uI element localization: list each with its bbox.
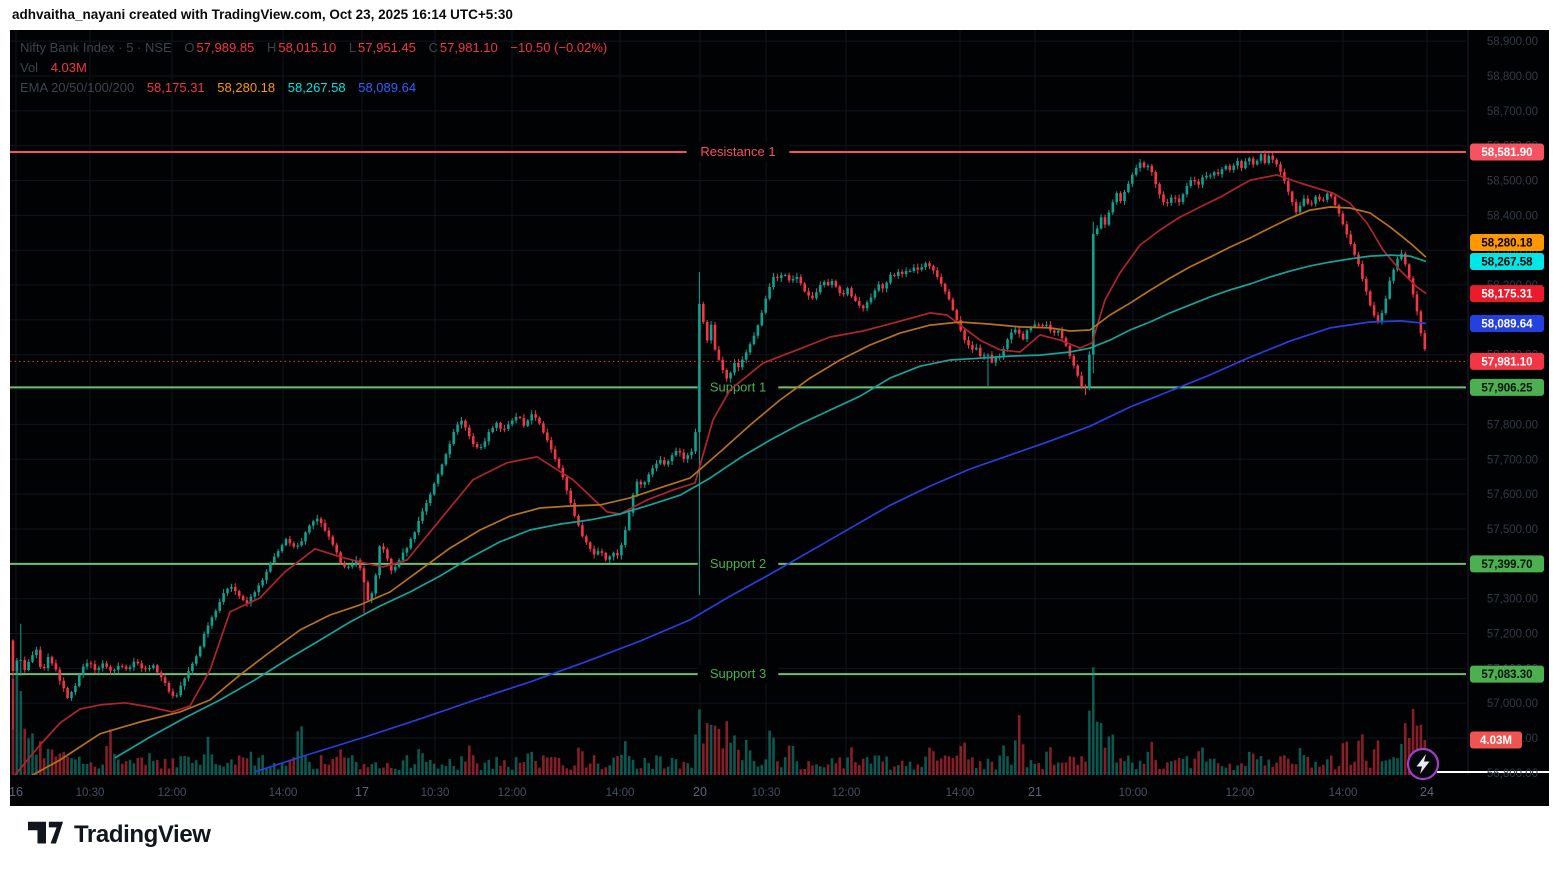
axis-badge bbox=[1470, 352, 1544, 370]
time-tick-label: 12:00 bbox=[832, 787, 861, 799]
axis-badge-label: 57,399.70 bbox=[1481, 559, 1532, 571]
axis-badge bbox=[1470, 731, 1522, 749]
ohlc-close-label: C bbox=[428, 40, 438, 55]
overlays bbox=[10, 30, 1549, 781]
time-tick-label: 14:00 bbox=[269, 787, 298, 799]
ohlc-high-label: H bbox=[266, 40, 277, 55]
axis-badge-label: 58,267.58 bbox=[1481, 257, 1533, 269]
price-tick-label: 58,400.00 bbox=[1487, 210, 1538, 222]
time-tick-label: 21 bbox=[1028, 785, 1042, 799]
price-tick-label: 58,700.00 bbox=[1487, 106, 1538, 118]
axis-badge bbox=[1470, 143, 1544, 161]
axis-badge bbox=[1470, 285, 1544, 303]
legend-row-volume: Vol 4.03M bbox=[20, 58, 607, 78]
price-tick-label: 57,200.00 bbox=[1487, 628, 1538, 640]
ema-lines bbox=[14, 174, 1427, 775]
time-tick-label: 20 bbox=[693, 785, 707, 799]
lightning-icon bbox=[1416, 754, 1430, 774]
ema-line-100 bbox=[114, 254, 1427, 759]
time-tick-label: 14:00 bbox=[1329, 787, 1358, 799]
axis-badge-label: 58,581.90 bbox=[1481, 147, 1532, 159]
legend-row-ema: EMA 20/50/100/200 58,175.31 58,280.18 58… bbox=[20, 78, 607, 98]
axis-badge-label: 58,280.18 bbox=[1481, 238, 1533, 250]
axis-badge-label: 58,175.31 bbox=[1481, 289, 1533, 301]
time-tick-label: 24 bbox=[1420, 785, 1434, 799]
level-label: Support 3 bbox=[710, 666, 766, 681]
change-value: −10.50 (−0.02%) bbox=[510, 40, 608, 55]
price-tick-label: 58,900.00 bbox=[1487, 36, 1538, 48]
ema20-value: 58,175.31 bbox=[146, 80, 205, 95]
volume-value: 4.03M bbox=[50, 60, 87, 75]
tradingview-logo-icon bbox=[28, 821, 64, 844]
tradingview-brand-text: TradingView bbox=[74, 821, 211, 848]
ema200-value: 58,089.64 bbox=[358, 80, 417, 95]
time-tick-label: 14:00 bbox=[606, 787, 635, 799]
chart-canvas[interactable]: Resistance 1 Support 1 Support 2 Support 3 5… bbox=[9, 30, 1549, 806]
credit-header: adhvaitha_nayani created with TradingVie… bbox=[12, 7, 513, 22]
axis-badge-label: 57,083.30 bbox=[1481, 669, 1532, 681]
time-axis[interactable]: 16 10:30 12:00 14:00 17 10:30 12:00 14:00 20 10:3… bbox=[9, 785, 1434, 799]
ohlc-low-label: L bbox=[348, 40, 357, 55]
axis-badge-label: 57,981.10 bbox=[1481, 356, 1532, 368]
price-tick-label: 57,300.00 bbox=[1487, 594, 1538, 606]
axis-badge bbox=[1470, 234, 1544, 252]
time-tick-label: 12:00 bbox=[158, 787, 187, 799]
price-tick-label: 57,000.00 bbox=[1487, 698, 1538, 710]
axis-badge bbox=[1470, 253, 1544, 271]
axis-badge bbox=[1470, 315, 1544, 333]
ema-line-20 bbox=[14, 174, 1427, 775]
price-tick-label: 58,300.00 bbox=[1487, 245, 1538, 257]
ema100-value: 58,267.58 bbox=[287, 80, 346, 95]
ema-indicator-label[interactable]: EMA 20/50/100/200 bbox=[20, 80, 135, 95]
ema-line-200 bbox=[254, 320, 1427, 773]
axis-badge bbox=[1470, 378, 1544, 396]
ema50-value: 58,280.18 bbox=[217, 80, 276, 95]
time-tick-label: 10:30 bbox=[76, 787, 105, 799]
symbol-title[interactable]: Nifty Bank Index · 5 · NSE bbox=[20, 40, 172, 55]
price-tick-label: 58,800.00 bbox=[1487, 71, 1538, 83]
volume-label[interactable]: Vol bbox=[20, 60, 39, 75]
price-tick-label: 57,800.00 bbox=[1487, 419, 1538, 431]
price-tick-label: 57,500.00 bbox=[1487, 524, 1538, 536]
time-tick-label: 16 bbox=[10, 785, 23, 799]
volume-bars bbox=[11, 665, 1427, 775]
axis-badge-label: 57,906.25 bbox=[1481, 382, 1533, 394]
time-tick-label: 12:00 bbox=[498, 787, 527, 799]
footer: TradingView bbox=[28, 820, 211, 850]
time-tick-label: 12:00 bbox=[1226, 787, 1255, 799]
level-label: Resistance 1 bbox=[700, 144, 775, 159]
chart-container: Resistance 1 Support 1 Support 2 Support 3 5… bbox=[9, 30, 1549, 806]
axis-badge-label: 4.03M bbox=[1480, 735, 1512, 747]
price-axis[interactable]: 58,900.0058,800.0058,700.0058,600.0058,5… bbox=[1470, 36, 1544, 780]
ohlc-low-value: 57,951.45 bbox=[358, 40, 416, 55]
ohlc-open-label: O bbox=[184, 40, 195, 55]
price-tick-label: 56,800.00 bbox=[1487, 768, 1538, 780]
time-tick-label: 10:30 bbox=[421, 787, 450, 799]
axis-badge bbox=[1470, 555, 1544, 573]
level-label: Support 1 bbox=[710, 379, 766, 394]
candles bbox=[11, 150, 1427, 730]
axis-badge-label: 58,089.64 bbox=[1481, 319, 1533, 331]
time-tick-label: 14:00 bbox=[946, 787, 975, 799]
price-tick-label: 58,500.00 bbox=[1487, 176, 1538, 188]
time-tick-label: 10:00 bbox=[1119, 787, 1148, 799]
level-lines: Resistance 1 Support 1 Support 2 Support 3 bbox=[10, 142, 1466, 684]
ohlc-high-value: 58,015.10 bbox=[278, 40, 337, 55]
price-tick-label: 57,600.00 bbox=[1487, 489, 1538, 501]
gridlines bbox=[10, 30, 1466, 775]
time-tick-label: 17 bbox=[355, 785, 369, 799]
axis-badge bbox=[1470, 665, 1544, 683]
ohlc-open-value: 57,989.85 bbox=[196, 40, 255, 55]
lightning-button[interactable] bbox=[1406, 747, 1440, 781]
ema-line-50 bbox=[30, 206, 1427, 775]
time-tick-label: 10:30 bbox=[752, 787, 781, 799]
level-label: Support 2 bbox=[710, 556, 766, 571]
ohlc-close-value: 57,981.10 bbox=[439, 40, 498, 55]
price-tick-label: 57,700.00 bbox=[1487, 454, 1538, 466]
